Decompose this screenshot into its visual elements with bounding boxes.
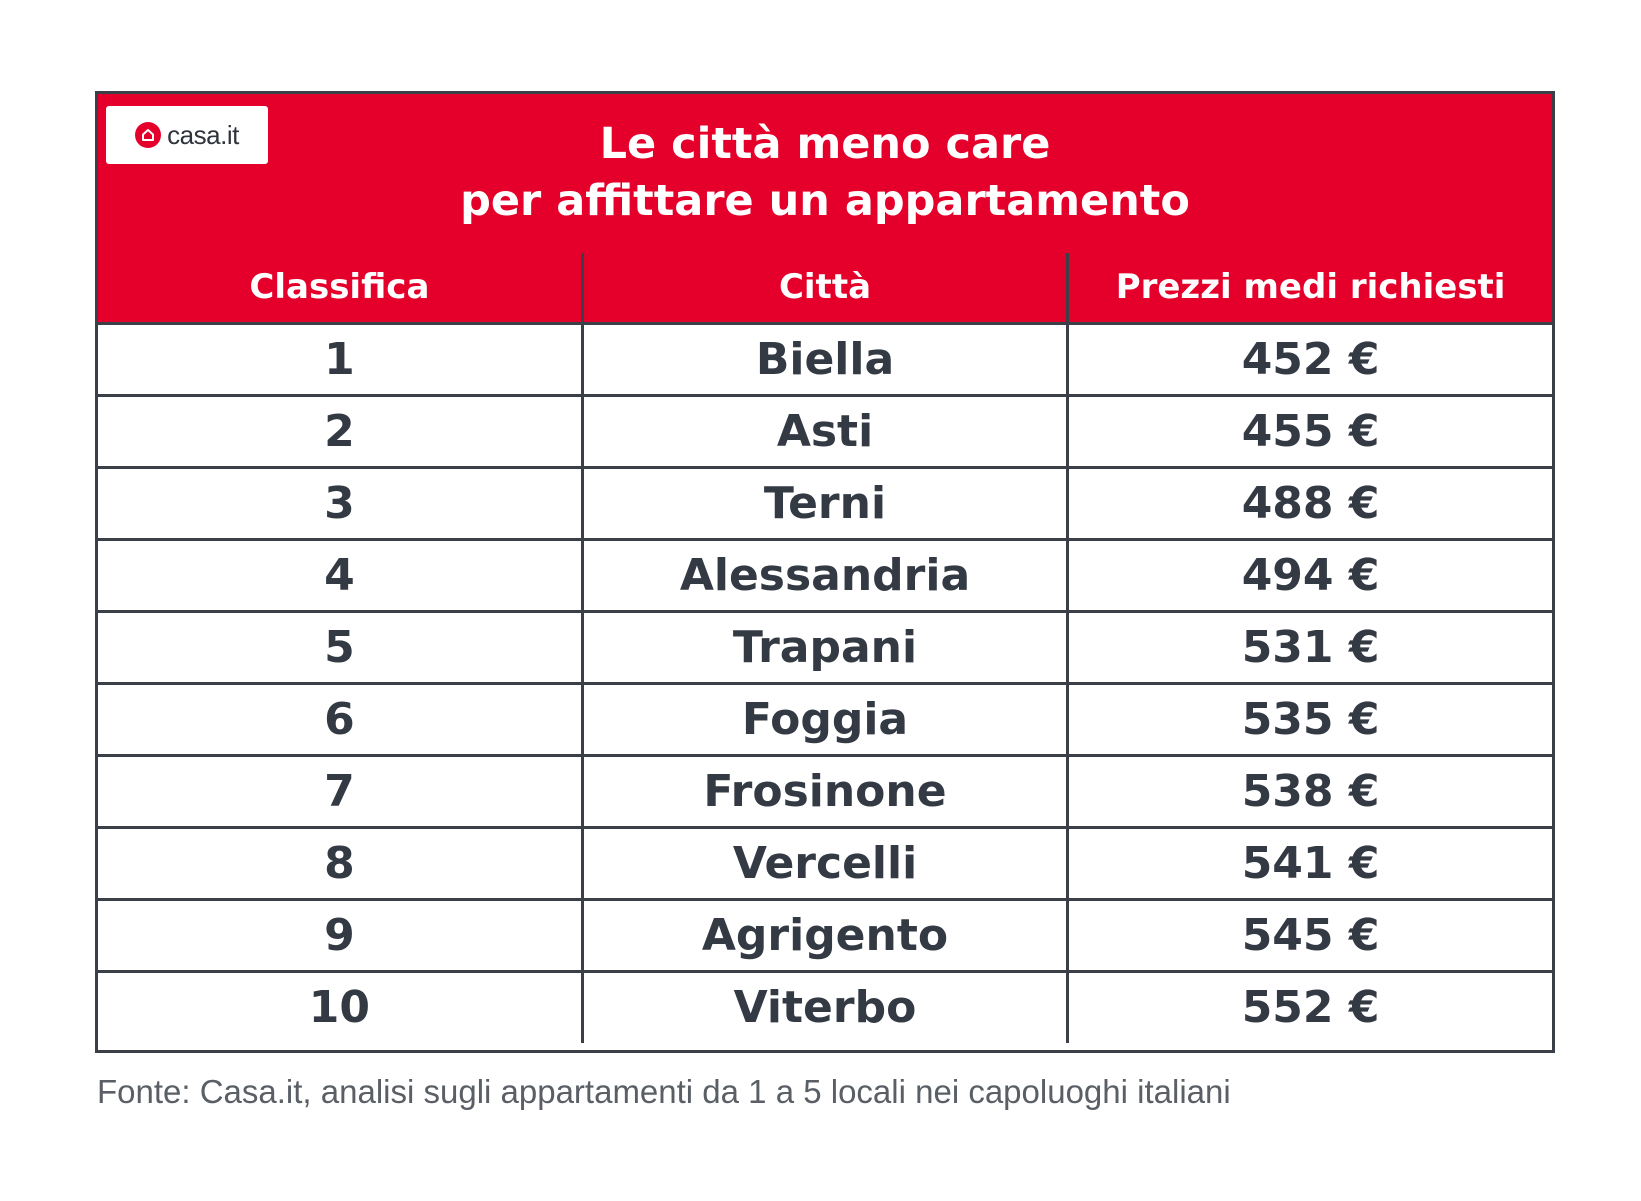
price-cell: 452 € <box>1066 323 1552 397</box>
rank-cell: 6 <box>98 683 583 757</box>
source-footnote: Fonte: Casa.it, analisi sugli appartamen… <box>97 1073 1231 1110</box>
price-cell: 535 € <box>1066 683 1552 757</box>
rank-cell: 8 <box>98 827 583 901</box>
title-line-1: Le città meno care <box>599 119 1051 169</box>
title-band: casa.it Le città meno care per affittare… <box>98 94 1552 256</box>
rank-cell: 10 <box>308 982 371 1034</box>
city-cell: Viterbo <box>580 971 1068 1043</box>
city-cell: Vercelli <box>580 827 1068 901</box>
casa-it-logo: casa.it <box>106 106 268 164</box>
table-row: 9 Agrigento 545 € <box>98 899 1552 973</box>
ranking-table: Classifica Città Prezzi medi richiesti 1… <box>98 253 1552 1043</box>
house-icon <box>135 122 162 148</box>
ranking-table-frame: casa.it Le città meno care per affittare… <box>95 91 1555 1053</box>
table-row: 4 Alessandria 494 € <box>98 539 1552 613</box>
city-cell: Frosinone <box>580 755 1068 829</box>
rank-cell: 5 <box>98 611 583 685</box>
city-cell: Biella <box>580 323 1068 397</box>
column-header-citta: Città <box>580 253 1068 325</box>
table-row: 2 Asti 455 € <box>98 395 1552 469</box>
chart-title: Le città meno care per affittare un appa… <box>98 116 1552 230</box>
city-cell: Foggia <box>580 683 1068 757</box>
price-cell: 552 € <box>1066 971 1552 1043</box>
table-row: 10 Viterbo 552 € <box>98 971 1552 1043</box>
city-cell: Asti <box>580 395 1068 469</box>
city-cell: Terni <box>580 467 1068 541</box>
city-cell: Alessandria <box>580 539 1068 613</box>
table-row: 1 Biella 452 € <box>98 323 1552 397</box>
table-row: 6 Foggia 535 € <box>98 683 1552 757</box>
table-body: 1 Biella 452 €2 Asti 455 €3 Terni 488 €4 Alessa… <box>98 323 1552 1043</box>
table-row: 8 Vercelli 541 € <box>98 827 1552 901</box>
rank-cell: 1 <box>98 323 583 397</box>
rank-cell: 7 <box>98 755 583 829</box>
price-cell: 455 € <box>1066 395 1552 469</box>
table-row: 7 Frosinone 538 € <box>98 755 1552 829</box>
table-row: 3 Terni 488 € <box>98 467 1552 541</box>
title-line-2: per affittare un appartamento <box>460 176 1190 226</box>
logo-text: casa.it <box>167 119 239 150</box>
price-cell: 531 € <box>1066 611 1552 685</box>
column-header-prezzi: Prezzi medi richiesti <box>1066 253 1552 325</box>
rank-cell: 2 <box>98 395 583 469</box>
rank-cell: 4 <box>98 539 583 613</box>
table-row: 5 Trapani 531 € <box>98 611 1552 685</box>
price-cell: 494 € <box>1066 539 1552 613</box>
price-cell: 545 € <box>1066 899 1552 973</box>
rank-cell: 3 <box>98 467 583 541</box>
rank-cell: 9 <box>98 899 583 973</box>
city-cell: Trapani <box>580 611 1068 685</box>
price-cell: 488 € <box>1066 467 1552 541</box>
price-cell: 538 € <box>1066 755 1552 829</box>
column-header-classifica: Classifica <box>98 253 583 325</box>
header-row: Classifica Città Prezzi medi richiesti <box>98 253 1552 325</box>
price-cell: 541 € <box>1066 827 1552 901</box>
city-cell: Agrigento <box>580 899 1068 973</box>
